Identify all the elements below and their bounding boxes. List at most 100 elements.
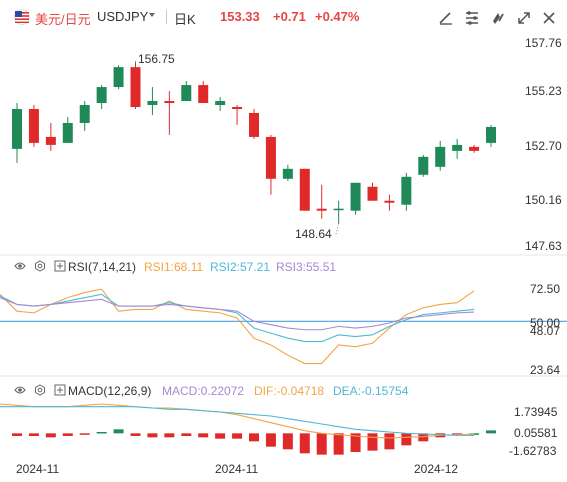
macd-panel (0, 403, 496, 455)
candle-body (435, 146, 446, 167)
candle-body (181, 85, 192, 102)
macd-bar (45, 433, 56, 438)
macd-value: MACD:0.22072 (162, 384, 244, 398)
macd-bar (12, 433, 22, 436)
candle-body (333, 208, 344, 211)
candle-body (79, 105, 90, 123)
rsi1-value: RSI1:68.11 (144, 260, 203, 274)
macd-bar (282, 433, 293, 450)
candle-body (62, 122, 73, 143)
macd-bar (62, 433, 73, 436)
macd-legend: MACD(12,26,9) MACD:0.22072 DIF:-0.04718 … (14, 384, 409, 398)
candle-body (215, 101, 226, 106)
gear-icon[interactable] (35, 260, 45, 272)
candle-body (147, 101, 158, 106)
chart-header: 美元/日元 USDJPY 日K 153.33 +0.71 +0.47% (0, 0, 567, 34)
macd-bar (350, 433, 361, 452)
macd-bar (181, 433, 192, 436)
eye-icon[interactable] (14, 386, 26, 394)
price-change-pct: +0.47% (315, 9, 360, 24)
annotation-leader (135, 58, 137, 63)
indicator-box-icon[interactable] (54, 260, 66, 272)
macd-bar (333, 433, 344, 455)
candle-body (232, 107, 243, 110)
indicator-box-icon[interactable] (54, 384, 66, 396)
candlestick-panel (12, 58, 496, 235)
macd-bar (384, 433, 395, 450)
macd-series-line (0, 406, 475, 437)
x-tick: 2024-11 (16, 462, 59, 476)
candle-body (164, 101, 175, 104)
macd-bar (130, 433, 141, 436)
macd-bar (249, 433, 259, 442)
candle-body (384, 200, 395, 203)
macd-tick: -1.62783 (509, 444, 557, 458)
candle-body (367, 186, 378, 201)
price-tick: 147.63 (525, 239, 562, 253)
high-annotation: 156.75 (138, 52, 175, 66)
expand-icon[interactable] (515, 9, 533, 27)
last-price: 153.33 (220, 9, 260, 24)
candle-body (265, 136, 276, 179)
macd-bar (367, 433, 378, 451)
close-icon[interactable] (540, 9, 558, 27)
macd-bar (215, 433, 226, 439)
macd-bar (113, 429, 124, 434)
macd-bar (164, 433, 175, 438)
candle-body (12, 109, 22, 149)
pair-cn-label[interactable]: 美元/日元 (35, 12, 91, 27)
candle-body (316, 208, 327, 211)
rsi-tick: 72.50 (530, 282, 560, 296)
candle-body (198, 85, 209, 104)
macd-bar (299, 433, 310, 454)
candle-body (249, 112, 259, 137)
us-flag-icon (14, 9, 30, 25)
chevron-down-icon[interactable] (149, 13, 155, 17)
rsi-series-line (0, 297, 475, 331)
macd-bar (198, 433, 209, 438)
dea-value: DEA:-0.15754 (333, 384, 409, 398)
macd-bar (316, 433, 327, 455)
candle-body (299, 168, 310, 211)
rsi2-value: RSI2:57.21 (210, 260, 270, 274)
candle-body (28, 109, 39, 143)
candle-body (452, 144, 463, 151)
price-tick: 157.76 (525, 36, 562, 50)
macd-bar (469, 433, 480, 435)
rsi-legend: RSI(7,14,21) RSI1:68.11 RSI2:57.21 RSI3:… (14, 260, 336, 274)
price-tick: 150.16 (525, 193, 562, 207)
macd-bar (452, 433, 463, 435)
rsi-tick: 50.00 (530, 316, 560, 330)
macd-bar (28, 433, 39, 436)
macd-bar (79, 433, 90, 435)
rsi3-value: RSI3:55.51 (276, 260, 336, 274)
gear-icon[interactable] (35, 384, 45, 396)
indicators-icon[interactable] (489, 9, 507, 27)
macd-bar (418, 433, 429, 442)
macd-bar (147, 433, 158, 438)
settings-icon[interactable] (463, 9, 481, 27)
macd-tick: 0.05581 (514, 426, 558, 440)
low-annotation: 148.64 (295, 227, 332, 241)
macd-title: MACD(12,26,9) (68, 384, 151, 398)
symbol-label[interactable]: USDJPY (97, 9, 149, 24)
rsi-tick: 48.07 (530, 324, 560, 338)
price-tick: 155.23 (525, 84, 562, 98)
macd-bar (232, 433, 243, 439)
timeframe-label[interactable]: 日K (174, 12, 196, 27)
chart-area[interactable]: 157.76 155.23 152.70 150.16 147.63 156.7… (0, 34, 567, 482)
candle-body (282, 168, 293, 179)
x-tick: 2024-12 (414, 462, 458, 476)
draw-icon[interactable] (437, 9, 455, 27)
candle-body (350, 182, 361, 211)
candle-body (418, 156, 429, 175)
rsi-title: RSI(7,14,21) (68, 260, 136, 274)
price-change: +0.71 (273, 9, 306, 24)
candle-body (486, 126, 496, 143)
macd-bar (401, 433, 412, 446)
price-tick: 152.70 (525, 139, 562, 153)
divider (166, 10, 167, 24)
macd-bar (486, 430, 496, 434)
rsi-series-line (0, 293, 475, 343)
eye-icon[interactable] (14, 262, 26, 270)
